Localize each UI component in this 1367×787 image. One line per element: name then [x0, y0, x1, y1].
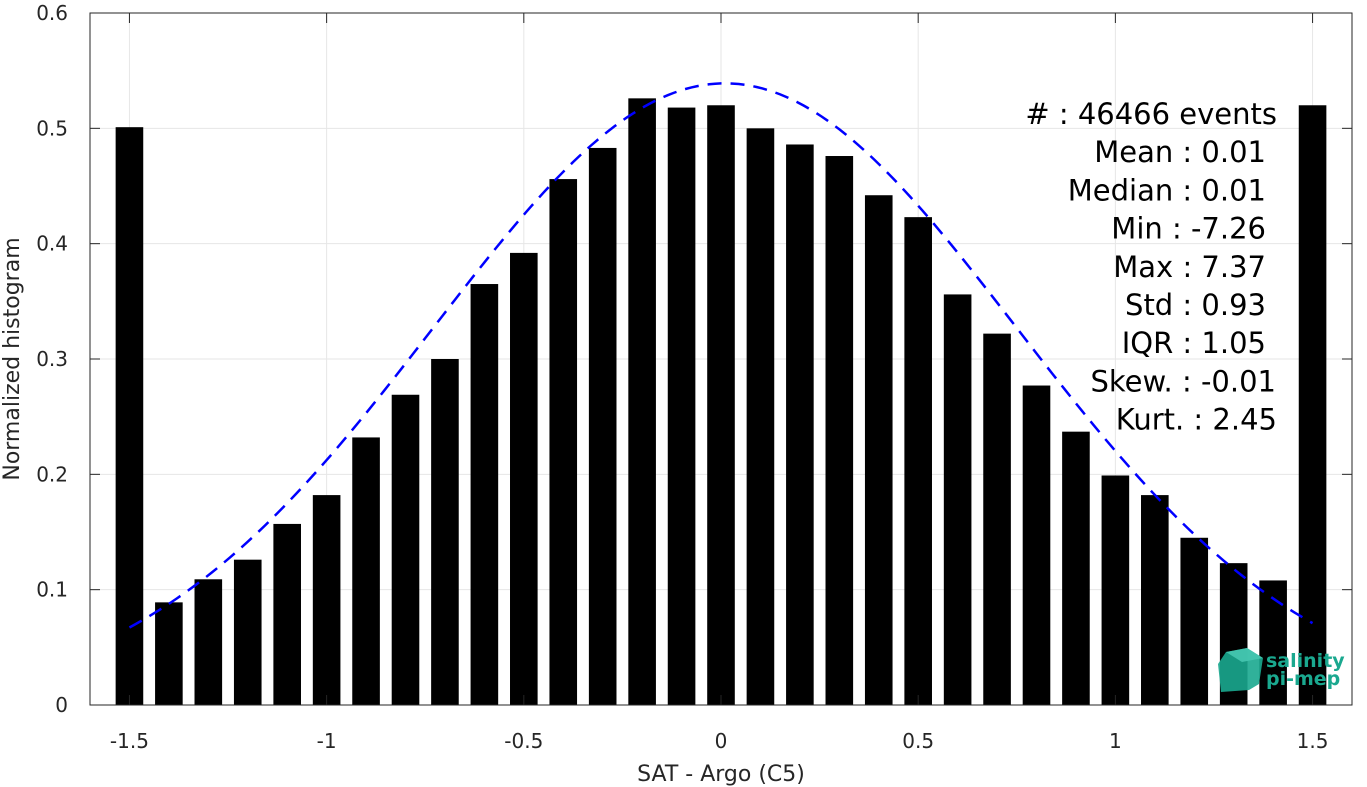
histogram-bar	[1022, 385, 1051, 705]
histogram-bar	[391, 394, 420, 705]
histogram-bar	[1101, 475, 1130, 705]
histogram-bar	[194, 579, 223, 705]
stat-line: Skew. : -0.01	[1090, 364, 1276, 398]
y-axis-label: Normalized histogram	[0, 237, 25, 480]
x-tick-label: 1	[1109, 729, 1122, 753]
y-tick-label: 0.5	[36, 116, 68, 140]
stat-line: IQR : 1.05	[1122, 326, 1266, 360]
histogram-bar	[312, 495, 341, 705]
histogram-bar	[1062, 431, 1090, 705]
histogram-bar	[588, 147, 617, 705]
histogram-bar	[707, 105, 735, 706]
histogram-bar	[549, 179, 578, 705]
histogram-bar	[470, 284, 499, 705]
logo-cube-face-icon	[1226, 648, 1263, 662]
y-tick-label: 0.2	[36, 462, 68, 486]
histogram-bars	[115, 98, 1327, 706]
histogram-bar	[1298, 105, 1327, 706]
histogram-bar	[825, 156, 854, 706]
x-tick-labels: -1.5 -1 -0.5 0 0.5 1 1.5	[110, 729, 1329, 753]
stat-line: Std : 0.93	[1125, 288, 1266, 322]
x-tick-label: -0.5	[504, 729, 543, 753]
x-tick-label: 0.5	[902, 729, 934, 753]
stat-line: Kurt. : 2.45	[1116, 403, 1277, 437]
histogram-bar	[431, 359, 459, 705]
histogram-bar	[1259, 580, 1287, 705]
y-tick-label: 0.3	[36, 347, 68, 371]
histogram-bar	[628, 98, 656, 705]
stat-line: Median : 0.01	[1068, 173, 1266, 207]
histogram-bar	[1180, 537, 1209, 705]
x-tick-label: -1.5	[110, 729, 149, 753]
stat-line: Mean : 0.01	[1094, 135, 1266, 169]
x-axis-label: SAT - Argo (C5)	[637, 762, 805, 787]
stat-line: # : 46466 events	[1025, 97, 1277, 131]
histogram-bar	[115, 127, 144, 706]
stats-annotations: # : 46466 events Mean : 0.01 Median : 0.01…	[1025, 97, 1277, 437]
x-tick-label: -1	[317, 729, 337, 753]
histogram-bar	[155, 602, 183, 705]
gaussian-fit-curve	[128, 82, 1314, 629]
y-tick-label: 0.1	[36, 578, 68, 602]
axis-ticks	[90, 12, 1352, 706]
histogram-bar	[233, 559, 262, 705]
histogram-bar	[904, 217, 932, 705]
histogram-bar	[746, 128, 775, 706]
y-tick-label: 0.6	[36, 1, 68, 25]
histogram-bar	[983, 333, 1011, 705]
y-tick-label: 0.4	[36, 232, 68, 256]
x-tick-label: 0	[715, 729, 728, 753]
salinity-pi-mep-logo: salinity pi-mep	[1218, 648, 1345, 692]
histogram-bar	[943, 294, 972, 705]
logo-line-1: salinity	[1266, 650, 1345, 672]
histogram-bar	[352, 437, 380, 705]
histogram-bar	[786, 144, 814, 706]
stat-line: Max : 7.37	[1113, 250, 1266, 284]
stat-line: Min : -7.26	[1111, 212, 1266, 246]
histogram-bar	[864, 195, 893, 705]
histogram-bar	[1141, 495, 1169, 705]
histogram-bar	[667, 107, 696, 705]
y-tick-label: 0	[55, 693, 68, 717]
y-tick-labels: 0 0.1 0.2 0.3 0.4 0.5 0.6	[36, 1, 68, 717]
x-tick-label: 1.5	[1297, 729, 1329, 753]
histogram-bar	[273, 523, 301, 705]
histogram-bar	[510, 252, 538, 706]
logo-line-2: pi-mep	[1266, 668, 1340, 690]
